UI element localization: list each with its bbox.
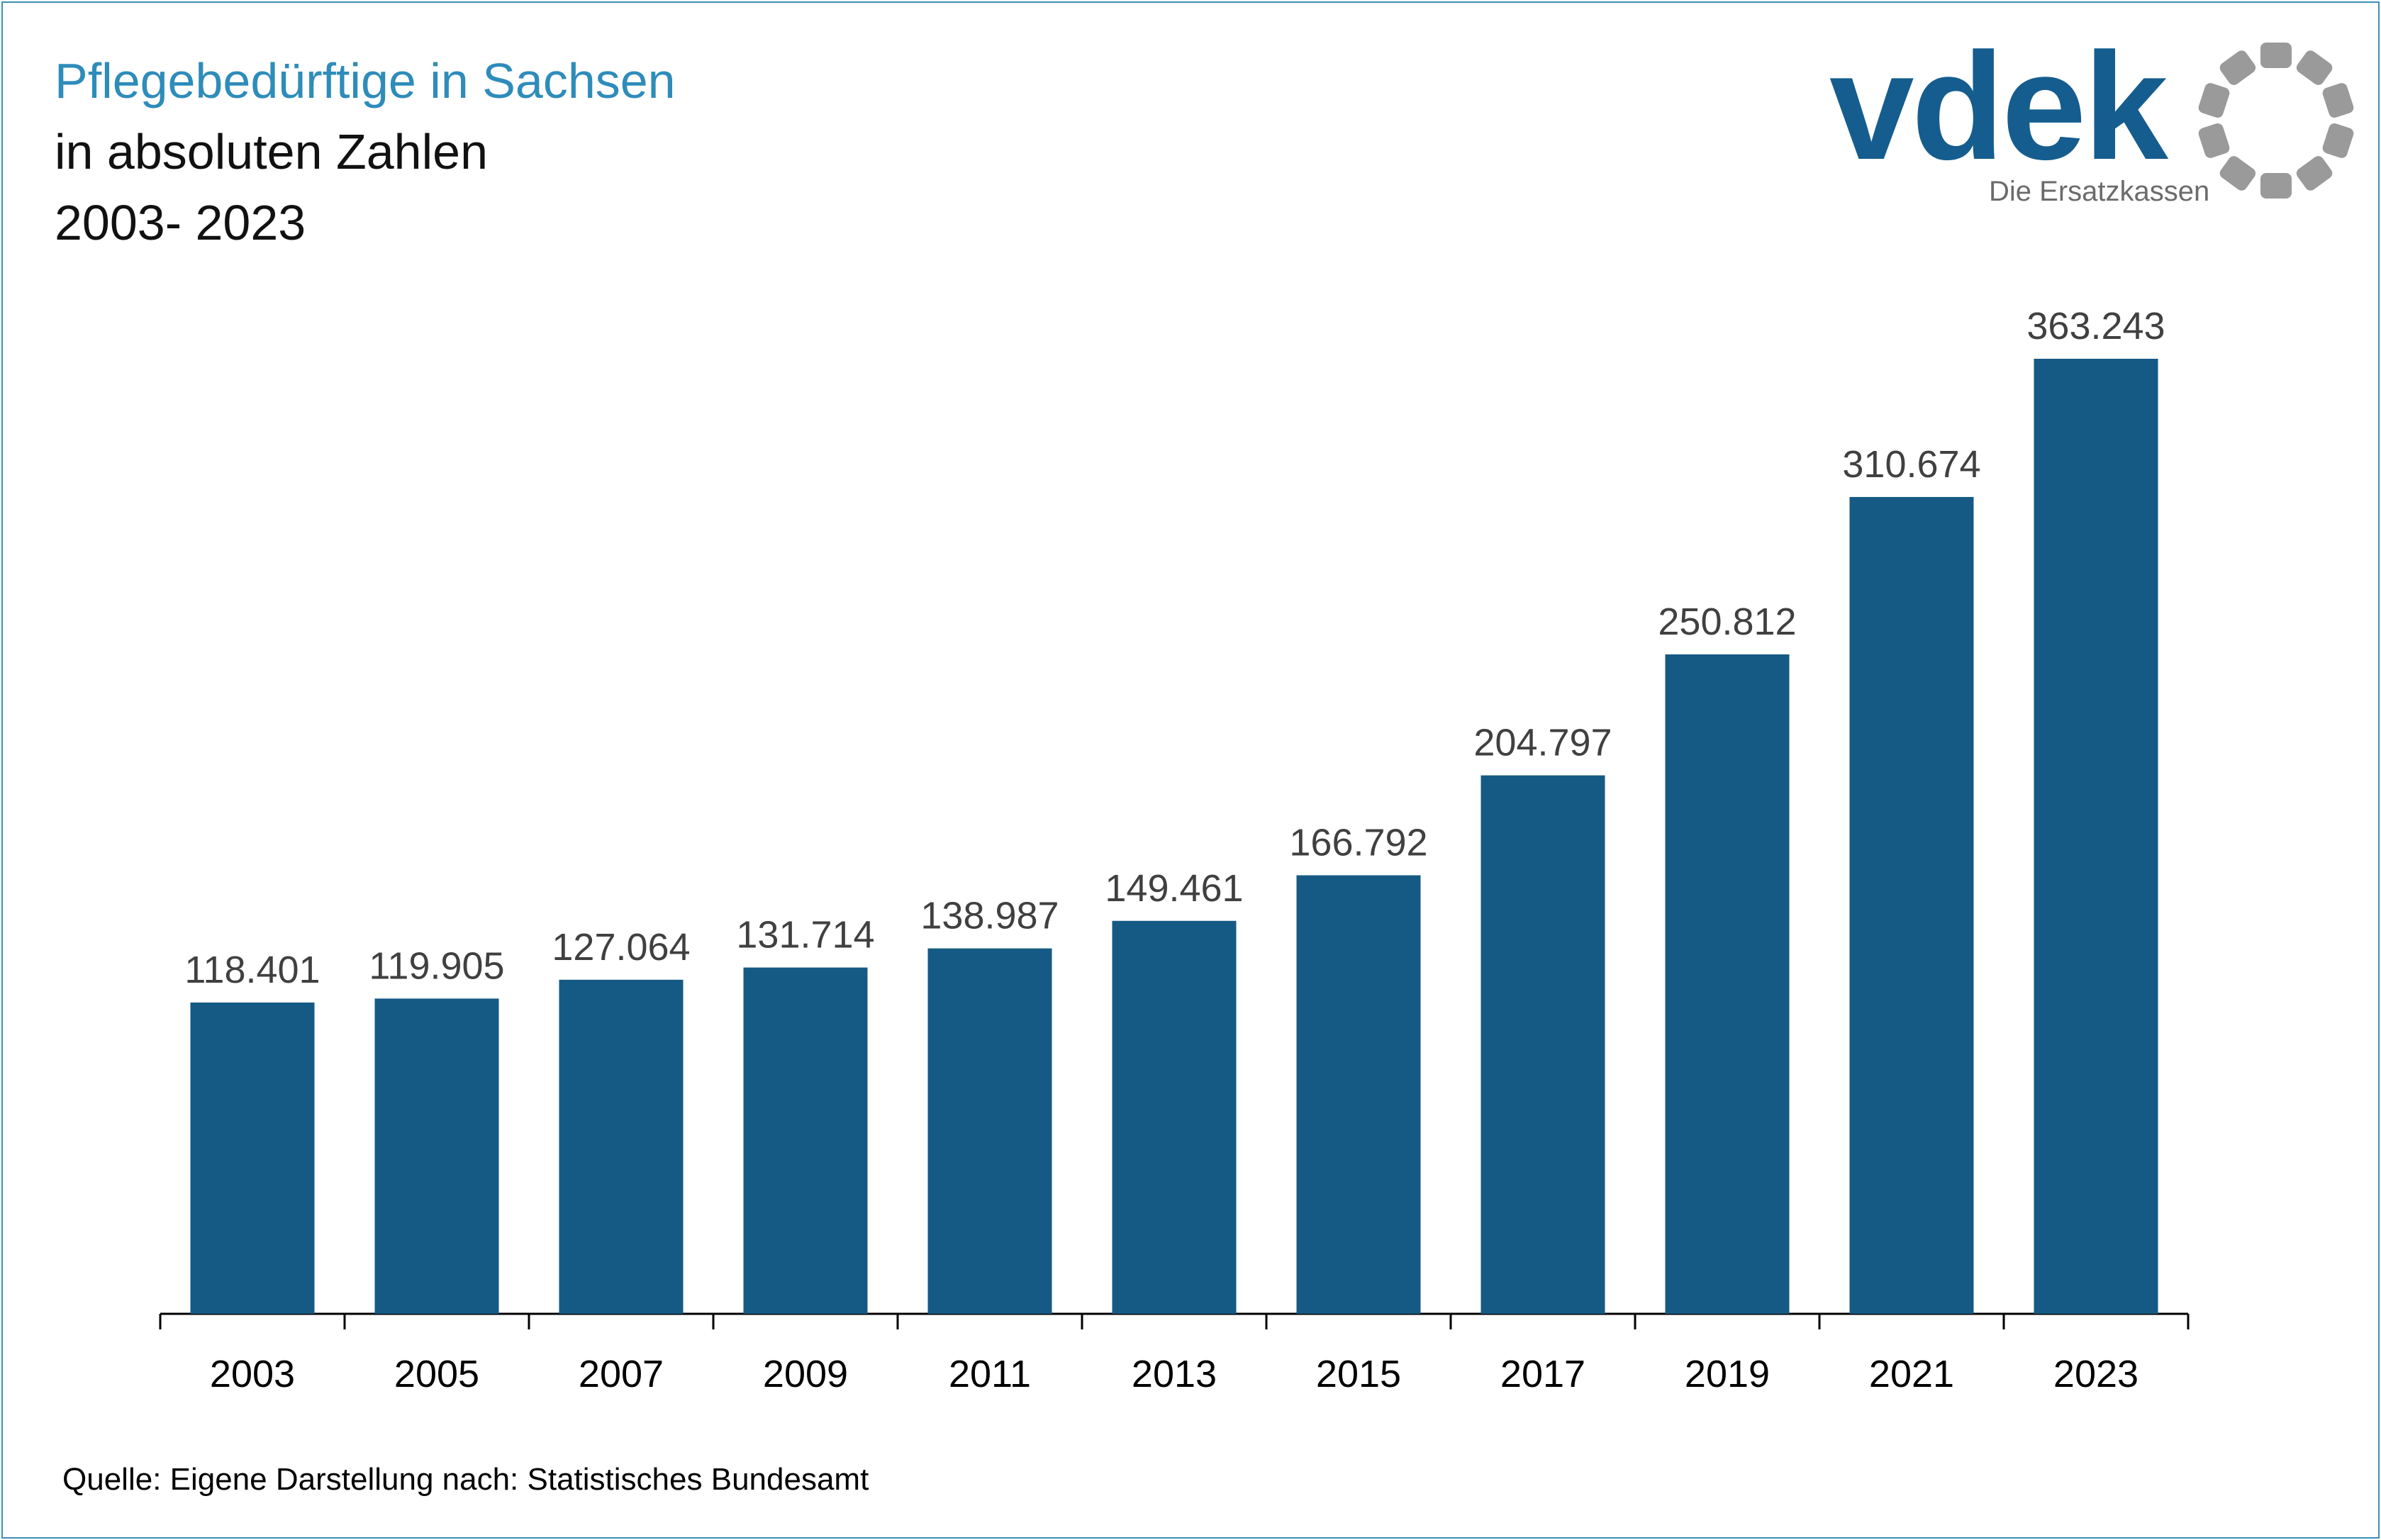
logo-ring-segment — [2198, 123, 2230, 158]
chart-subtitle: in absoluten Zahlen — [55, 124, 488, 179]
logo-wordmark: vdek — [1829, 21, 2168, 191]
logo-ring-icon — [2198, 43, 2354, 199]
data-label-2023: 363.243 — [2026, 305, 2165, 347]
x-tick-label-2007: 2007 — [579, 1353, 664, 1395]
x-tick-label-2017: 2017 — [1500, 1353, 1585, 1395]
data-label-2005: 119.905 — [369, 944, 504, 987]
logo-ring-segment — [2296, 156, 2333, 191]
bar-2003 — [190, 1002, 315, 1314]
logo-ring-segment — [2219, 156, 2256, 191]
bar-2007 — [559, 979, 684, 1314]
logo-tagline: Die Ersatzkassen — [1989, 176, 2210, 207]
x-tick-label-2023: 2023 — [2053, 1353, 2139, 1395]
data-label-2003: 118.401 — [184, 949, 320, 991]
data-label-2007: 127.064 — [552, 926, 690, 969]
chart-year-range: 2003- 2023 — [55, 195, 306, 250]
bar-2019 — [1665, 654, 1790, 1314]
logo-ring-segment — [2260, 43, 2292, 68]
logo-ring-segment — [2296, 50, 2333, 85]
logo-ring-segment — [2322, 83, 2354, 118]
data-label-2009: 131.714 — [736, 914, 874, 956]
bar-2017 — [1481, 775, 1605, 1314]
data-label-2013: 149.461 — [1105, 867, 1243, 910]
chart-title: Pflegebedürftige in Sachsen — [55, 53, 676, 108]
bar-2021 — [1849, 496, 1974, 1314]
bar-2009 — [743, 967, 868, 1314]
bar-2013 — [1112, 920, 1237, 1314]
logo-ring-segment — [2198, 83, 2230, 118]
bar-2015 — [1296, 875, 1421, 1314]
bar-2023 — [2034, 359, 2158, 1314]
data-label-2021: 310.674 — [1842, 443, 1980, 486]
data-label-2011: 138.987 — [920, 895, 1059, 937]
x-tick-label-2015: 2015 — [1316, 1353, 1401, 1395]
data-label-2019: 250.812 — [1658, 601, 1796, 643]
x-tick-label-2005: 2005 — [394, 1353, 479, 1395]
data-label-2015: 166.792 — [1289, 821, 1427, 864]
vdek-logo: vdek Die Ersatzkassen — [1829, 21, 2368, 220]
source-note: Quelle: Eigene Darstellung nach: Statist… — [62, 1462, 869, 1497]
logo-ring-segment — [2219, 50, 2256, 85]
x-tick-label-2013: 2013 — [1132, 1353, 1217, 1395]
logo-ring-segment — [2260, 173, 2292, 199]
data-label-2017: 204.797 — [1473, 722, 1612, 764]
bar-2005 — [374, 998, 499, 1314]
x-tick-label-2019: 2019 — [1685, 1353, 1770, 1395]
x-tick-label-2011: 2011 — [949, 1353, 1031, 1395]
bar-2011 — [927, 948, 1052, 1314]
x-tick-label-2009: 2009 — [763, 1353, 848, 1395]
logo-ring-segment — [2322, 123, 2354, 158]
x-tick-label-2021: 2021 — [1869, 1353, 1954, 1395]
x-tick-label-2003: 2003 — [210, 1353, 295, 1395]
